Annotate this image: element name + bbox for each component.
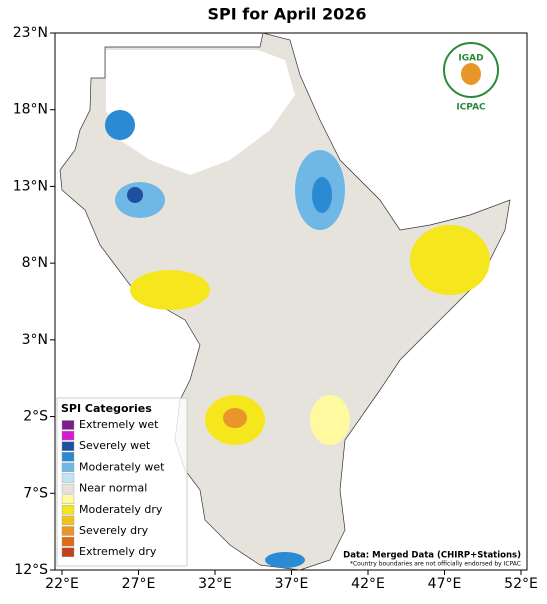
x-tick-label: 42°E [351,576,385,592]
legend-swatch [61,526,75,536]
legend-swatch [61,494,75,504]
legend-label: Near normal [79,482,147,495]
region [59,32,511,571]
legend-label: Moderately dry [79,503,163,516]
dry-area [223,408,247,428]
no-data-area [106,50,295,175]
legend-box [56,397,188,567]
x-tick-label: 52°E [504,576,538,592]
legend-swatch [61,547,75,557]
legend-swatch [61,473,75,483]
y-tick-label: 13°N [13,178,48,194]
legend-label: Moderately wet [79,460,165,473]
y-tick-label: 18°N [13,102,48,118]
logo-bottom: ICPAC [456,103,486,113]
legend-label: Extremely dry [79,545,157,558]
legend-label: Extremely wet [79,418,159,431]
wet-area [312,177,332,213]
legend-swatch [61,483,75,494]
legend-swatch [61,420,75,430]
dry-area [410,225,490,295]
legend-swatch [61,505,75,515]
y-tick-label: 12°S [14,562,48,578]
legend-swatch [61,452,75,462]
wet-area [105,110,135,140]
legend-label: Severely dry [79,524,149,537]
logo: IGAD ICPAC [443,42,499,113]
y-tick-label: 3°N [22,332,48,348]
legend-label: Severely wet [79,439,151,452]
y-tick-label: 8°N [22,255,48,271]
x-tick-label: 37°E [275,576,309,592]
logo-map [461,63,481,85]
map-title: SPI for April 2026 [208,5,367,24]
dry-area [130,270,210,310]
wet-area [127,187,143,203]
legend-swatch [61,441,75,451]
x-tick-label: 32°E [198,576,232,592]
logo-top: IGAD [458,54,483,64]
x-tick-label: 22°E [45,576,79,592]
y-tick-label: 23°N [13,25,48,41]
dry-area [310,395,350,445]
legend-swatch [61,515,75,526]
legend-swatch [61,536,75,547]
legend-title: SPI Categories [61,402,152,415]
y-tick-label: 7°S [23,485,48,501]
wet-area [265,552,305,568]
x-tick-label: 47°E [428,576,462,592]
disclaimer-note: *Country boundaries are not officially e… [350,561,521,568]
y-tick-label: 2°S [23,409,48,425]
legend-swatch [61,430,75,441]
source-note: Data: Merged Data (CHIRP+Stations) [343,551,521,561]
x-tick-label: 27°E [122,576,156,592]
legend-swatch [61,462,75,473]
